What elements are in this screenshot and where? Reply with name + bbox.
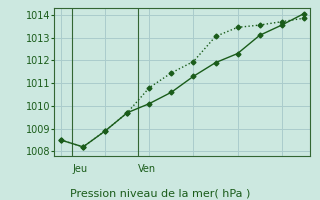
Text: Jeu: Jeu <box>72 164 87 174</box>
Text: Ven: Ven <box>138 164 156 174</box>
Text: Pression niveau de la mer( hPa ): Pression niveau de la mer( hPa ) <box>70 188 250 198</box>
